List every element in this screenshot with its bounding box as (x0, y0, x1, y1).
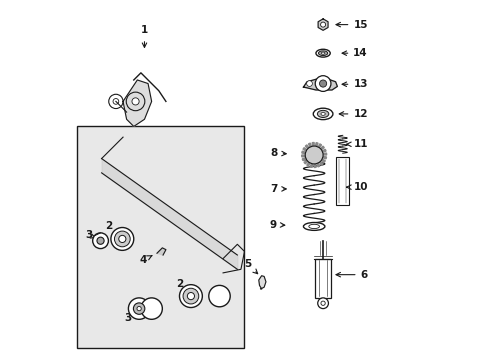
Text: 12: 12 (339, 109, 367, 119)
Text: 6: 6 (335, 270, 367, 280)
Polygon shape (320, 146, 324, 150)
FancyBboxPatch shape (336, 157, 348, 205)
Ellipse shape (320, 112, 325, 115)
Circle shape (114, 231, 130, 247)
Circle shape (128, 298, 149, 319)
Text: 7: 7 (270, 184, 285, 194)
Polygon shape (301, 155, 305, 157)
Circle shape (208, 285, 230, 307)
Circle shape (93, 233, 108, 249)
Polygon shape (306, 162, 309, 166)
Circle shape (133, 303, 144, 314)
Polygon shape (322, 156, 326, 159)
Circle shape (183, 288, 198, 304)
Ellipse shape (318, 51, 327, 55)
Ellipse shape (315, 49, 329, 57)
Polygon shape (308, 143, 311, 147)
Polygon shape (258, 276, 265, 289)
Text: 3: 3 (85, 230, 96, 240)
Text: 10: 10 (346, 182, 367, 192)
Polygon shape (310, 163, 312, 167)
Circle shape (305, 146, 323, 164)
Ellipse shape (313, 108, 332, 120)
Circle shape (111, 228, 134, 250)
Ellipse shape (321, 52, 324, 54)
Circle shape (320, 22, 325, 27)
Polygon shape (305, 145, 308, 149)
FancyBboxPatch shape (315, 258, 330, 298)
Circle shape (97, 237, 104, 244)
Ellipse shape (303, 222, 324, 230)
Circle shape (317, 298, 328, 309)
Circle shape (119, 235, 125, 243)
Circle shape (179, 285, 202, 307)
Polygon shape (318, 144, 321, 148)
Text: 14: 14 (342, 48, 367, 58)
Polygon shape (303, 148, 306, 151)
Text: 4: 4 (139, 255, 152, 265)
Polygon shape (318, 19, 327, 30)
Circle shape (187, 293, 194, 300)
Text: 13: 13 (342, 79, 367, 89)
Circle shape (137, 306, 141, 311)
Circle shape (315, 76, 330, 91)
Polygon shape (322, 149, 325, 152)
Polygon shape (302, 158, 305, 161)
Text: 3: 3 (124, 312, 137, 323)
Circle shape (319, 80, 326, 87)
Polygon shape (311, 143, 313, 146)
Polygon shape (313, 164, 315, 167)
Text: 11: 11 (346, 139, 367, 149)
Polygon shape (304, 160, 307, 164)
Polygon shape (316, 163, 319, 167)
Circle shape (141, 298, 162, 319)
Circle shape (132, 98, 139, 105)
Text: 5: 5 (243, 259, 257, 274)
Polygon shape (157, 248, 165, 255)
Polygon shape (303, 79, 337, 90)
FancyBboxPatch shape (77, 126, 244, 348)
Polygon shape (123, 80, 151, 126)
Text: 9: 9 (269, 220, 284, 230)
Text: 1: 1 (141, 25, 148, 35)
Text: 15: 15 (335, 19, 367, 30)
Text: 2: 2 (176, 279, 190, 290)
Text: 2: 2 (105, 221, 118, 236)
Ellipse shape (317, 111, 328, 117)
Polygon shape (319, 161, 323, 165)
Polygon shape (322, 153, 326, 155)
Polygon shape (321, 159, 325, 162)
Polygon shape (301, 151, 305, 154)
Circle shape (306, 81, 312, 86)
Polygon shape (315, 143, 317, 147)
Text: 8: 8 (270, 148, 285, 158)
